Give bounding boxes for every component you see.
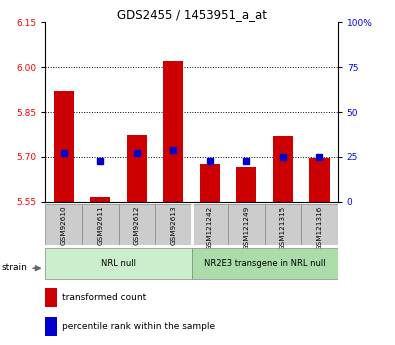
Bar: [45, 288, 57, 307]
Text: transformed count: transformed count: [62, 293, 147, 302]
Bar: [309, 158, 329, 202]
Text: GSM92611: GSM92611: [97, 206, 103, 245]
Text: GSM121315: GSM121315: [280, 206, 286, 250]
Bar: [236, 167, 256, 202]
Text: GSM92610: GSM92610: [61, 206, 67, 245]
Text: NR2E3 transgene in NRL null: NR2E3 transgene in NRL null: [204, 259, 325, 268]
Bar: [273, 136, 293, 202]
Bar: [127, 135, 147, 202]
Text: strain: strain: [2, 263, 28, 272]
Bar: [192, 204, 228, 245]
Text: percentile rank within the sample: percentile rank within the sample: [62, 322, 215, 331]
Bar: [265, 204, 301, 245]
Text: GSM121242: GSM121242: [207, 206, 213, 250]
Text: GSM92613: GSM92613: [170, 206, 176, 245]
Bar: [90, 197, 110, 202]
Bar: [45, 204, 82, 245]
Text: NRL null: NRL null: [101, 259, 136, 268]
Text: GSM121316: GSM121316: [316, 206, 322, 250]
Bar: [200, 165, 220, 202]
Bar: [155, 204, 192, 245]
Bar: [82, 204, 118, 245]
Bar: [301, 204, 338, 245]
Bar: [228, 204, 265, 245]
Bar: [54, 91, 74, 202]
Bar: [163, 61, 183, 202]
Bar: [45, 248, 192, 279]
Bar: [192, 248, 338, 279]
Bar: [118, 204, 155, 245]
Text: GSM121249: GSM121249: [243, 206, 249, 250]
Text: GSM92612: GSM92612: [134, 206, 140, 245]
Title: GDS2455 / 1453951_a_at: GDS2455 / 1453951_a_at: [117, 8, 267, 21]
Bar: [45, 317, 57, 336]
